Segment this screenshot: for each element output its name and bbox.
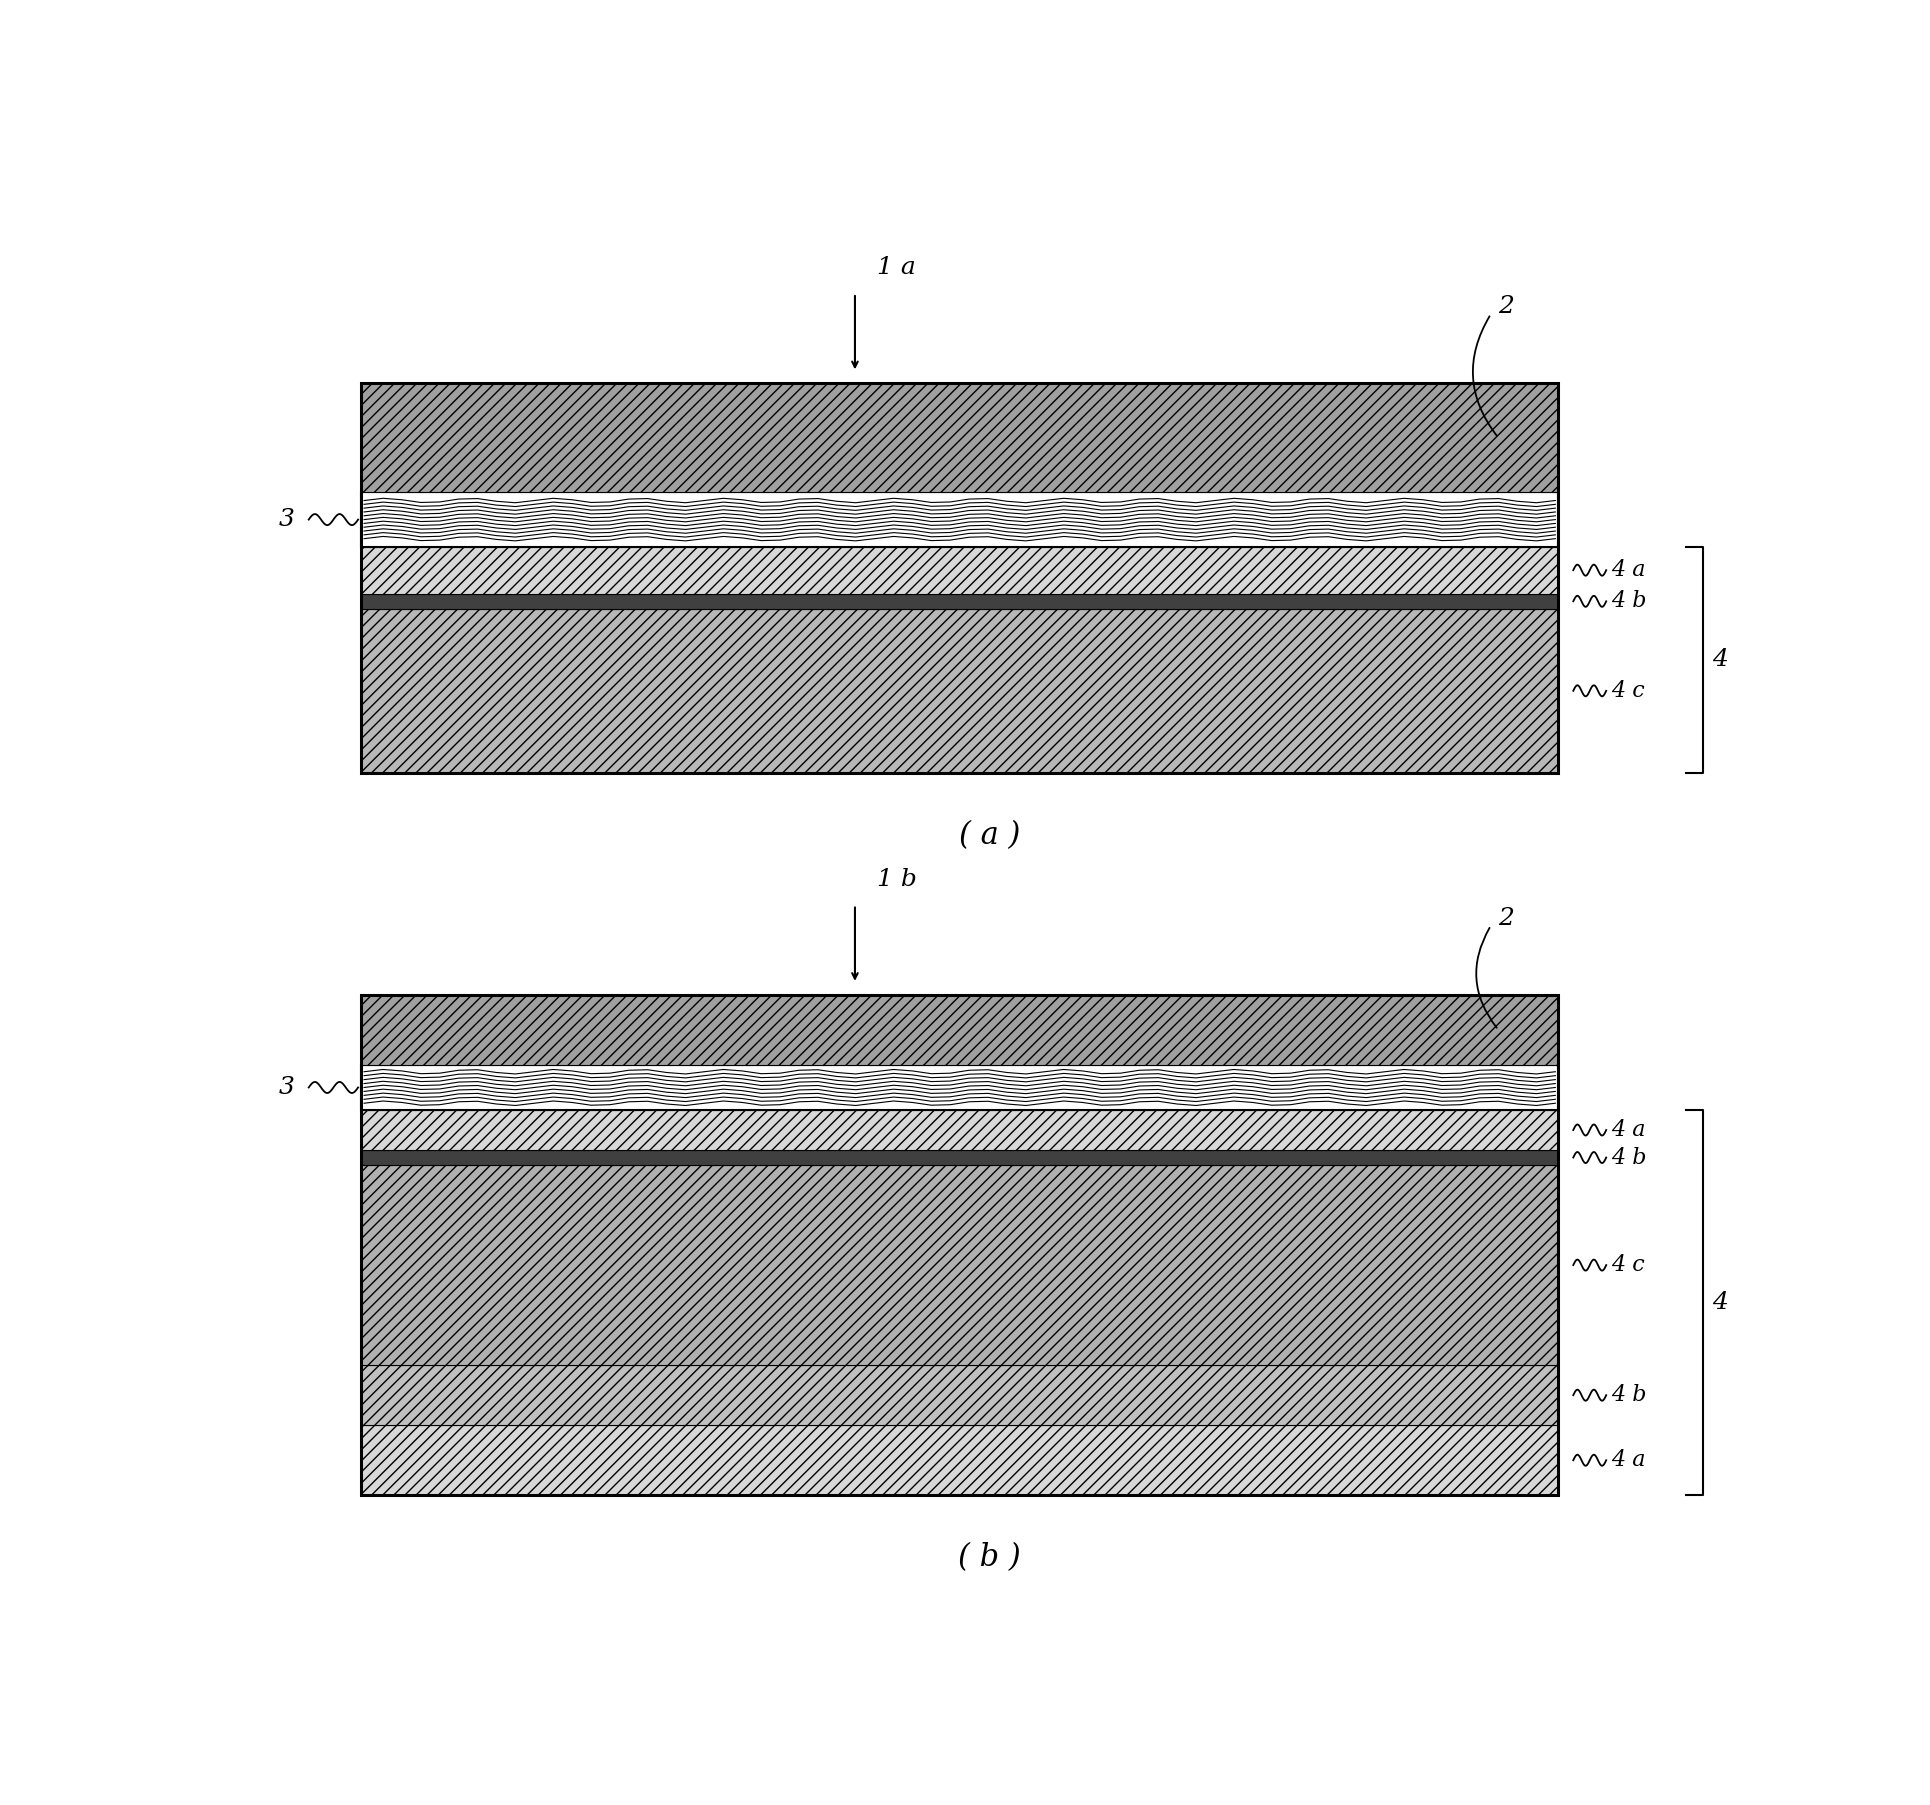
Bar <box>361 383 1558 773</box>
Text: 2: 2 <box>1498 906 1513 930</box>
Bar <box>361 547 1558 594</box>
Text: 4 b: 4 b <box>1610 590 1646 612</box>
Text: 4: 4 <box>1712 1291 1727 1314</box>
Bar <box>361 594 1558 608</box>
Text: 4: 4 <box>1712 648 1727 671</box>
Bar <box>361 1426 1558 1495</box>
Text: 2: 2 <box>1498 296 1513 318</box>
Text: 4 a: 4 a <box>1610 1449 1644 1471</box>
Text: ( a ): ( a ) <box>959 819 1019 850</box>
Text: 1 b: 1 b <box>876 868 917 890</box>
Bar <box>361 1065 1558 1110</box>
Text: 1 a: 1 a <box>876 256 915 280</box>
Bar <box>361 995 1558 1065</box>
Text: ( b ): ( b ) <box>957 1541 1021 1574</box>
FancyArrowPatch shape <box>1473 316 1496 435</box>
Text: 4 c: 4 c <box>1610 680 1644 702</box>
Bar <box>361 1110 1558 1150</box>
Bar <box>361 493 1558 547</box>
Bar <box>361 608 1558 773</box>
Text: 4 b: 4 b <box>1610 1384 1646 1406</box>
Text: 4 a: 4 a <box>1610 560 1644 581</box>
Bar <box>361 1164 1558 1365</box>
Text: 4 c: 4 c <box>1610 1254 1644 1276</box>
Text: 3: 3 <box>278 1076 293 1099</box>
Text: 3: 3 <box>278 507 293 531</box>
Text: 4 a: 4 a <box>1610 1119 1644 1141</box>
Text: 4 b: 4 b <box>1610 1146 1646 1168</box>
Bar <box>361 1150 1558 1164</box>
Bar <box>361 995 1558 1495</box>
Bar <box>361 1365 1558 1426</box>
Bar <box>361 383 1558 493</box>
FancyArrowPatch shape <box>1475 928 1496 1027</box>
